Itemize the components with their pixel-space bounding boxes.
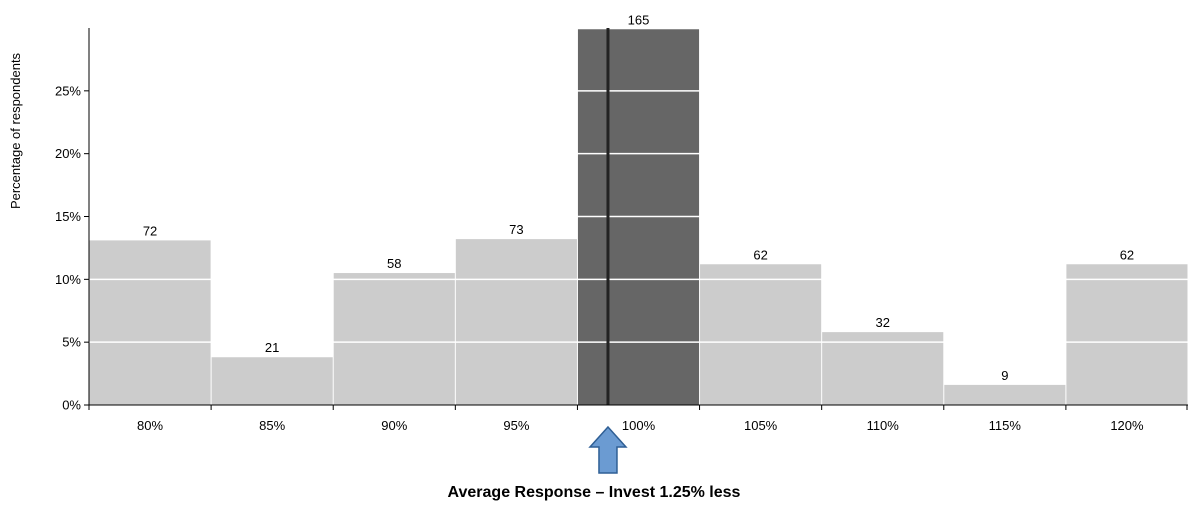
y-tick-label: 10% xyxy=(55,272,81,287)
bar-95% xyxy=(455,239,577,405)
y-tick-label: 20% xyxy=(55,146,81,161)
x-tick-label: 80% xyxy=(137,418,163,433)
x-tick-label: 110% xyxy=(867,418,900,433)
y-tick-label: 25% xyxy=(55,83,81,98)
bar-120% xyxy=(1066,264,1188,405)
data-label: 32 xyxy=(875,315,889,330)
x-tick-label: 85% xyxy=(259,418,285,433)
x-axis: 80% 85% 90% 95% 100% 105% 110% 115% 120% xyxy=(88,404,1188,433)
x-tick-label: 115% xyxy=(989,418,1022,433)
bar-115% xyxy=(944,384,1066,405)
bar-90% xyxy=(333,273,455,405)
data-label: 62 xyxy=(1120,247,1134,262)
data-label: 72 xyxy=(143,223,157,238)
x-tick-label: 120% xyxy=(1110,418,1144,433)
bar-105% xyxy=(700,264,822,405)
data-labels-layer: 72 21 58 73 165 62 32 9 62 xyxy=(143,12,1134,383)
data-label: 73 xyxy=(509,222,523,237)
data-label: 58 xyxy=(387,256,401,271)
y-tick-label: 5% xyxy=(62,335,81,350)
x-tick-label: 100% xyxy=(622,418,656,433)
bar-85% xyxy=(211,357,333,405)
data-label: 21 xyxy=(265,340,279,355)
gridline-layer xyxy=(89,90,1188,343)
y-axis-label: Percentage of respondents xyxy=(8,52,23,209)
data-label: 9 xyxy=(1001,368,1008,383)
data-label: 62 xyxy=(753,247,767,262)
chart-caption: Average Response – Invest 1.25% less xyxy=(447,484,741,501)
bar-110% xyxy=(822,332,944,405)
x-tick-label: 95% xyxy=(503,418,529,433)
data-label: 165 xyxy=(628,12,650,27)
up-arrow-icon xyxy=(588,425,628,474)
bar-80% xyxy=(89,240,211,405)
x-tick-label: 90% xyxy=(381,418,407,433)
average-arrow-layer xyxy=(588,425,628,474)
x-tick-label: 105% xyxy=(744,418,778,433)
y-axis: 0% 5% 10% 15% 20% 25% xyxy=(55,28,90,413)
y-tick-label: 15% xyxy=(55,209,81,224)
y-tick-label: 0% xyxy=(62,398,81,413)
